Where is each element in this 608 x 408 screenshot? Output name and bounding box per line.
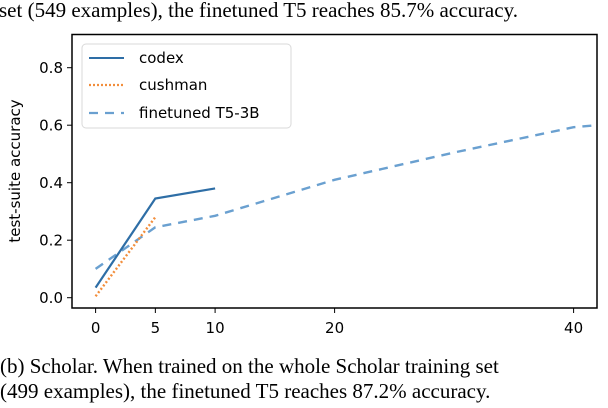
y-tick-label: 0.2: [39, 232, 63, 250]
y-tick-label: 0.4: [39, 174, 63, 192]
caption-bottom-line1: (b) Scholar. When trained on the whole S…: [0, 354, 499, 378]
y-tick-label: 0.0: [39, 289, 63, 307]
legend-cushman-label: cushman: [139, 76, 207, 94]
legend-t5-label: finetuned T5-3B: [139, 104, 260, 122]
x-tick-label: 40: [564, 319, 583, 337]
y-axis-label: test-suite accuracy: [6, 99, 24, 242]
x-tick-label: 20: [325, 319, 344, 337]
plot-lines: [94, 124, 598, 298]
y-tick-label: 0.8: [39, 59, 63, 77]
caption-bottom-line2: (499 examples), the finetuned T5 reaches…: [0, 379, 491, 403]
series-line-codex: [94, 187, 216, 289]
x-tick-label: 5: [151, 319, 161, 337]
series-line-cushman: [94, 216, 157, 298]
caption-top: set (549 examples), the finetuned T5 rea…: [0, 0, 518, 22]
y-axis-ticks: 0.0 0.2 0.4 0.6 0.8: [39, 59, 72, 307]
legend: codex cushman finetuned T5-3B: [81, 43, 292, 129]
y-tick-label: 0.6: [39, 117, 63, 135]
legend-codex-label: codex: [139, 49, 184, 67]
x-axis-ticks: 0 5 10 20 40: [91, 308, 583, 337]
series-line-finetuned-t5-3b: [94, 124, 598, 270]
x-tick-label: 10: [206, 319, 225, 337]
x-tick-label: 0: [91, 319, 101, 337]
